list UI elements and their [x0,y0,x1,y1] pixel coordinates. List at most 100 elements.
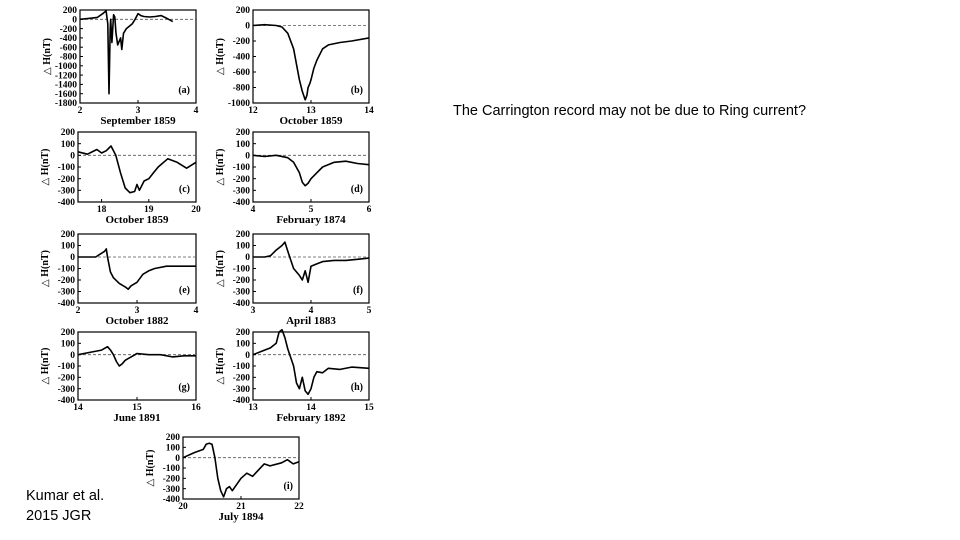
y-tick-label: -400 [233,299,251,309]
series-line [252,23,370,101]
y-tick-label: 100 [61,340,76,350]
x-tick-label: 14 [73,403,83,413]
y-tick-label: -200 [233,175,251,185]
x-tick-label: 3 [136,106,141,116]
x-tick-label: 14 [364,106,374,116]
y-tick-label: -1000 [228,99,250,109]
y-tick-label: -600 [60,43,78,53]
y-tick-label: -1400 [55,81,77,91]
y-tick-label: 0 [72,16,77,26]
x-tick-label: 2 [76,306,81,316]
y-tick-label: -100 [58,163,76,173]
series-line [78,248,196,291]
y-tick-label: -1200 [55,71,77,81]
y-tick-label: 100 [61,140,76,150]
y-tick-label: 0 [245,253,250,263]
y-axis-title: △ H(nT) [40,149,51,186]
panel-letter: (h) [351,382,363,393]
y-tick-label: 100 [236,340,251,350]
x-tick-label: 15 [364,403,374,413]
series-line [182,442,300,498]
series-line [252,154,370,187]
y-tick-label: -400 [163,495,181,505]
y-tick-label: -300 [163,485,181,495]
panel-title: February 1892 [276,412,346,424]
y-axis-title: △ H(nT) [215,149,226,186]
panel-letter: (c) [179,184,190,195]
x-tick-label: 3 [251,306,256,316]
y-tick-label: 0 [70,152,75,162]
y-tick-label: 200 [236,328,251,338]
y-tick-label: -200 [233,276,251,286]
y-tick-label: -100 [163,464,181,474]
y-tick-label: -100 [58,265,76,275]
question-text: The Carrington record may not be due to … [453,103,807,119]
panel-letter: (g) [178,382,190,393]
panel-c: 200 100 0-100 -200 -300-400 18 19 20 △ H(nT) Octo… [40,128,201,226]
y-tick-label: -200 [58,175,76,185]
series-line [79,10,174,95]
panel-title: February 1874 [276,214,346,226]
y-tick-label: 100 [166,444,181,454]
y-tick-label: -200 [233,37,251,47]
panel-title: April 1883 [286,315,336,327]
y-tick-label: 200 [61,128,76,138]
y-axis-title: △ H(nT) [215,348,226,385]
y-tick-label: -300 [58,385,76,395]
y-tick-label: -100 [58,362,76,372]
y-tick-label: -300 [233,385,251,395]
y-tick-label: -100 [233,265,251,275]
y-tick-label: -300 [233,187,251,197]
x-tick-label: 18 [97,205,107,215]
x-tick-label: 16 [191,403,201,413]
y-tick-label: -400 [233,396,251,406]
citation-line-1: Kumar et al. [26,488,105,504]
y-tick-label: -400 [60,34,78,44]
panel-title: September 1859 [100,115,176,127]
x-tick-label: 5 [367,306,372,316]
x-tick-label: 14 [306,403,316,413]
panel-letter: (f) [353,285,363,296]
y-tick-label: -1600 [55,90,77,100]
y-tick-label: -400 [233,198,251,208]
y-tick-label: -200 [60,25,78,35]
y-tick-label: 200 [63,6,78,16]
panel-title: October 1859 [279,115,343,127]
x-tick-label: 3 [135,306,140,316]
y-axis-title: △ H(nT) [215,250,226,287]
y-tick-label: -400 [233,53,251,63]
y-tick-label: -1000 [55,62,77,72]
panel-letter: (a) [178,85,190,96]
x-tick-label: 5 [309,205,314,215]
panel-title: October 1882 [105,315,169,327]
x-tick-label: 12 [248,106,258,116]
y-tick-label: -100 [233,362,251,372]
y-tick-label: -600 [233,68,251,78]
x-tick-label: 20 [178,502,188,512]
y-tick-label: 100 [236,242,251,252]
y-tick-label: 200 [61,230,76,240]
x-tick-label: 6 [367,205,372,215]
y-tick-label: -200 [58,374,76,384]
plot-frame [182,436,300,500]
x-tick-label: 20 [191,205,201,215]
y-tick-label: -300 [58,288,76,298]
panel-letter: (i) [284,481,293,492]
y-tick-label: -400 [58,198,76,208]
y-tick-label: -800 [60,53,78,63]
panel-a: 2000-200-400-600-800-1000-1200-1400-1600… [42,6,199,127]
y-tick-label: -300 [58,187,76,197]
y-tick-label: -200 [163,475,181,485]
series-line [77,345,196,367]
y-tick-label: -400 [58,396,76,406]
y-tick-label: -1800 [55,99,77,109]
panel-title: October 1859 [105,214,169,226]
y-axis-title: △ H(nT) [145,450,156,487]
y-axis-title: △ H(nT) [40,250,51,287]
